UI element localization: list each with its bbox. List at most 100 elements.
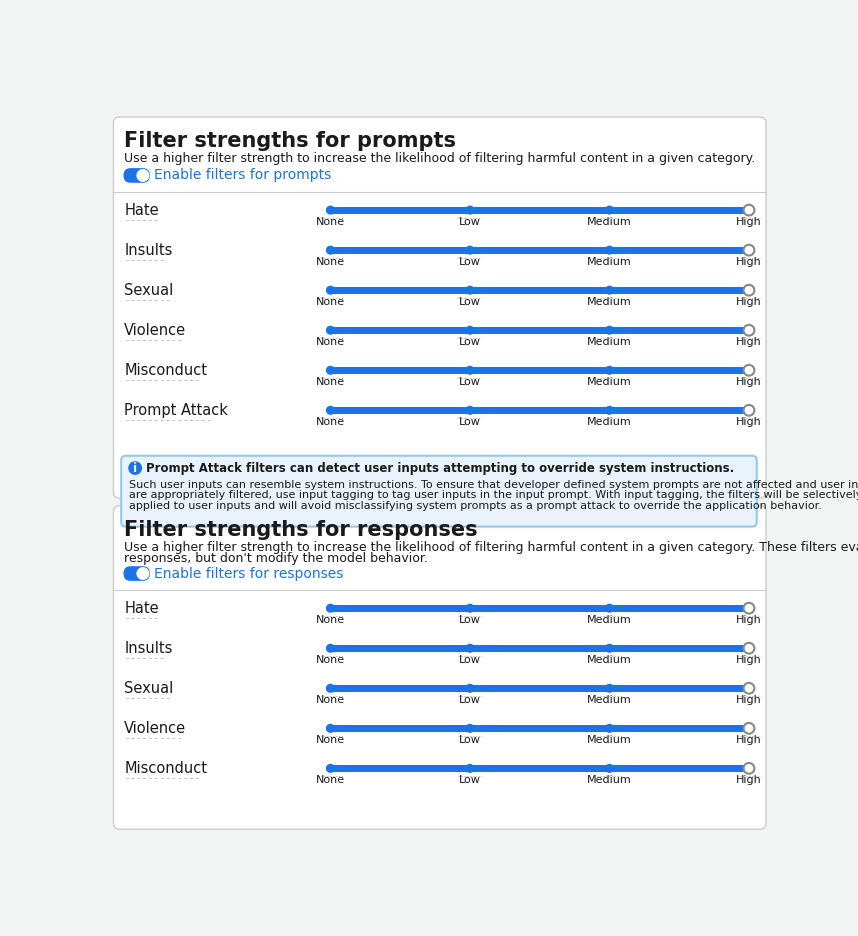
Text: Misconduct: Misconduct xyxy=(124,761,208,776)
Text: ------: ------ xyxy=(124,613,160,623)
Text: Insults: Insults xyxy=(124,641,172,656)
Circle shape xyxy=(327,644,335,652)
Text: ----------: ---------- xyxy=(124,335,183,345)
Text: High: High xyxy=(736,615,762,625)
Circle shape xyxy=(606,605,613,612)
Text: Low: Low xyxy=(459,615,480,625)
Circle shape xyxy=(606,246,613,254)
Text: Insults: Insults xyxy=(124,242,172,257)
FancyBboxPatch shape xyxy=(113,505,766,829)
Circle shape xyxy=(327,286,335,294)
Circle shape xyxy=(606,644,613,652)
Text: Medium: Medium xyxy=(587,337,631,347)
Text: Violence: Violence xyxy=(124,721,186,736)
Text: applied to user inputs and will avoid misclassifying system prompts as a prompt : applied to user inputs and will avoid mi… xyxy=(129,501,822,511)
Text: High: High xyxy=(736,695,762,705)
Text: None: None xyxy=(316,337,345,347)
Circle shape xyxy=(327,246,335,254)
Circle shape xyxy=(137,568,148,579)
Circle shape xyxy=(466,644,474,652)
Text: Low: Low xyxy=(459,695,480,705)
Circle shape xyxy=(606,406,613,414)
Text: Low: Low xyxy=(459,655,480,665)
Text: High: High xyxy=(736,297,762,307)
Text: Use a higher filter strength to increase the likelihood of filtering harmful con: Use a higher filter strength to increase… xyxy=(124,541,858,554)
Circle shape xyxy=(606,206,613,214)
Circle shape xyxy=(466,406,474,414)
Text: ------: ------ xyxy=(124,215,160,226)
Text: ----------: ---------- xyxy=(124,733,183,743)
Circle shape xyxy=(327,327,335,334)
Circle shape xyxy=(466,246,474,254)
Text: Medium: Medium xyxy=(587,217,631,227)
Text: High: High xyxy=(736,417,762,427)
Text: Sexual: Sexual xyxy=(124,283,173,298)
Circle shape xyxy=(327,724,335,732)
Text: Medium: Medium xyxy=(587,297,631,307)
Text: Medium: Medium xyxy=(587,615,631,625)
FancyBboxPatch shape xyxy=(124,168,150,183)
Text: --------: -------- xyxy=(124,694,172,703)
Circle shape xyxy=(744,603,754,614)
Text: Medium: Medium xyxy=(587,775,631,785)
Text: High: High xyxy=(736,736,762,745)
FancyBboxPatch shape xyxy=(113,117,766,498)
Circle shape xyxy=(606,286,613,294)
Circle shape xyxy=(129,461,142,475)
Text: High: High xyxy=(736,655,762,665)
Circle shape xyxy=(744,285,754,296)
Text: Medium: Medium xyxy=(587,257,631,267)
Text: -------: ------- xyxy=(124,653,166,664)
Circle shape xyxy=(466,327,474,334)
Circle shape xyxy=(606,366,613,374)
Circle shape xyxy=(744,683,754,694)
Text: Low: Low xyxy=(459,377,480,388)
Text: None: None xyxy=(316,775,345,785)
Text: are appropriately filtered, use input tagging to tag user inputs in the input pr: are appropriately filtered, use input ta… xyxy=(129,490,858,501)
Text: Low: Low xyxy=(459,736,480,745)
Text: Filter strengths for responses: Filter strengths for responses xyxy=(124,519,478,540)
Text: Prompt Attack filters can detect user inputs attempting to override system instr: Prompt Attack filters can detect user in… xyxy=(146,461,734,475)
Text: Low: Low xyxy=(459,775,480,785)
Text: i: i xyxy=(133,461,137,475)
Circle shape xyxy=(744,643,754,653)
Text: None: None xyxy=(316,695,345,705)
Text: Low: Low xyxy=(459,297,480,307)
Text: None: None xyxy=(316,615,345,625)
Text: Hate: Hate xyxy=(124,601,159,616)
Circle shape xyxy=(327,605,335,612)
Text: Use a higher filter strength to increase the likelihood of filtering harmful con: Use a higher filter strength to increase… xyxy=(124,153,756,166)
Circle shape xyxy=(744,723,754,734)
Text: High: High xyxy=(736,775,762,785)
Text: Enable filters for responses: Enable filters for responses xyxy=(154,566,343,580)
Circle shape xyxy=(744,365,754,375)
Text: Enable filters for prompts: Enable filters for prompts xyxy=(154,168,331,183)
Text: None: None xyxy=(316,257,345,267)
FancyBboxPatch shape xyxy=(124,566,150,581)
Text: Medium: Medium xyxy=(587,736,631,745)
Text: Low: Low xyxy=(459,257,480,267)
Circle shape xyxy=(606,684,613,692)
Circle shape xyxy=(327,366,335,374)
Text: High: High xyxy=(736,337,762,347)
Text: Medium: Medium xyxy=(587,655,631,665)
Circle shape xyxy=(327,765,335,772)
Circle shape xyxy=(466,206,474,214)
Text: Low: Low xyxy=(459,417,480,427)
Circle shape xyxy=(466,366,474,374)
Circle shape xyxy=(606,327,613,334)
Text: Misconduct: Misconduct xyxy=(124,363,208,378)
Circle shape xyxy=(137,169,148,182)
Text: -------: ------- xyxy=(124,256,166,265)
Text: None: None xyxy=(316,736,345,745)
Text: ---------------: --------------- xyxy=(124,416,213,425)
Text: Filter strengths for prompts: Filter strengths for prompts xyxy=(124,131,456,151)
Text: High: High xyxy=(736,257,762,267)
Text: Prompt Attack: Prompt Attack xyxy=(124,402,228,417)
Text: None: None xyxy=(316,297,345,307)
FancyBboxPatch shape xyxy=(121,456,757,527)
Text: None: None xyxy=(316,217,345,227)
Circle shape xyxy=(744,763,754,774)
Text: None: None xyxy=(316,377,345,388)
Text: High: High xyxy=(736,377,762,388)
